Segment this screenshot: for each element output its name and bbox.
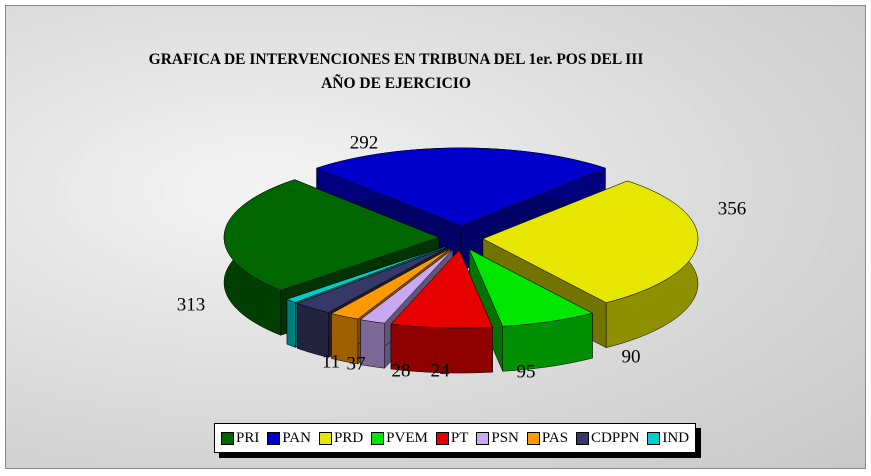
data-label: 37 <box>347 353 366 374</box>
slice-top <box>482 180 699 303</box>
legend-label: PVEM <box>386 429 428 446</box>
legend-label: IND <box>662 429 690 446</box>
legend-item: PAN <box>267 430 311 447</box>
slice-top <box>286 246 446 303</box>
legend-swatch <box>221 431 234 445</box>
legend-swatch <box>371 431 385 445</box>
pie-area: 292 356 90 95 24 28 37 11 313 <box>177 132 747 382</box>
legend-label: PRD <box>333 429 364 446</box>
legend-item: PT <box>435 429 469 447</box>
slice-top <box>315 147 607 227</box>
legend-item: CDPPN <box>576 430 639 447</box>
legend-item: IND <box>647 430 689 447</box>
legend-item: PAS <box>526 429 569 447</box>
legend-item: PSN <box>476 430 519 447</box>
data-label: 313 <box>177 294 206 315</box>
legend-label: PRI <box>236 429 260 446</box>
chart-title: GRAFICA DE INTERVENCIONES EN TRIBUNA DEL… <box>148 51 644 92</box>
legend-swatch <box>526 431 540 445</box>
slice-top <box>468 248 594 327</box>
data-label: 292 <box>350 132 379 153</box>
data-label: 356 <box>718 198 747 219</box>
legend-item: PRD <box>318 429 364 447</box>
data-label: 95 <box>517 361 536 382</box>
legend-swatch <box>476 431 490 445</box>
legend-swatch <box>318 431 332 445</box>
legend-swatch <box>267 431 281 445</box>
data-label: 24 <box>431 360 451 381</box>
slice-top <box>330 248 451 320</box>
slice <box>390 249 494 374</box>
legend-item: PVEM <box>371 430 428 447</box>
slice-top <box>296 247 448 313</box>
legend-label: PT <box>450 429 469 446</box>
data-label: 11 <box>322 351 340 372</box>
legend-item: PRI <box>221 430 259 447</box>
legend-label: PAN <box>282 429 311 446</box>
slice <box>482 180 699 349</box>
slice-wall <box>286 298 296 348</box>
slice <box>468 248 594 372</box>
legend-swatch <box>647 431 661 445</box>
chart: 292 356 90 95 24 28 37 11 313 GRAFICA DE INTERVE… <box>5 5 866 469</box>
legend-label: CDPPN <box>591 429 640 446</box>
legend: PRI PAN PRD PVEM PT PSN PAS CDPPN IND <box>214 423 697 453</box>
slice-top <box>359 249 453 324</box>
slice-top <box>223 179 440 291</box>
legend-swatch <box>435 431 449 445</box>
legend-label: PAS <box>541 429 569 446</box>
legend-label: PSN <box>491 429 519 446</box>
slice-top <box>390 249 494 329</box>
legend-swatch <box>576 431 590 445</box>
data-label: 28 <box>392 360 411 381</box>
data-label: 90 <box>622 346 641 367</box>
